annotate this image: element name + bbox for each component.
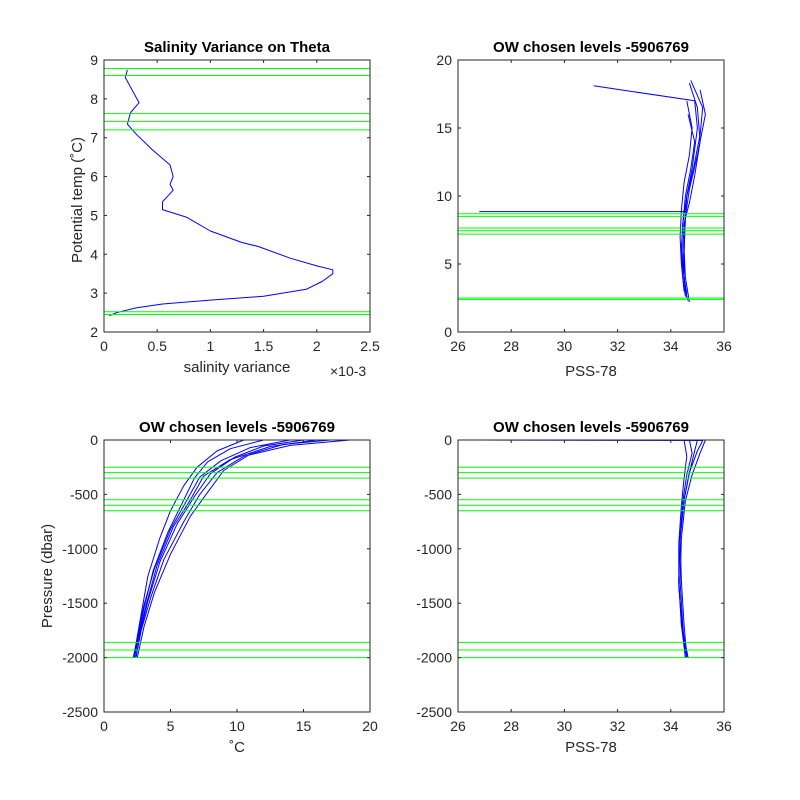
x-tick-label: 34 xyxy=(663,338,679,354)
profile-line xyxy=(132,439,244,658)
x-axis-label: salinity variance xyxy=(184,359,291,376)
profile-line xyxy=(683,89,706,303)
y-tick-label: 15 xyxy=(436,120,452,136)
panel-ow-levels-salinity-pressure: OW chosen levels -5906769 26 28 30 32 34 36 -2… xyxy=(416,419,732,756)
y-tick-label: -1000 xyxy=(416,541,452,557)
y-tick-label: 6 xyxy=(90,169,98,185)
y-tick-label: -1500 xyxy=(62,595,98,611)
y-tick-label: -1000 xyxy=(62,541,98,557)
x-tick-label: 1 xyxy=(207,338,215,354)
x-axis-label: ˚C xyxy=(229,739,245,756)
x-tick-label: 1.5 xyxy=(254,338,274,354)
y-axis-label: Potential temp (˚C) xyxy=(69,137,86,263)
y-tick-label: 20 xyxy=(436,52,452,68)
y-tick-label: 0 xyxy=(444,324,452,340)
axes-box xyxy=(457,439,725,713)
x-tick-label: 28 xyxy=(503,718,519,734)
panel-salinity-variance: Salinity Variance on Theta 0 0.5 1 1.5 2 2.5 2… xyxy=(69,39,380,379)
y-tick-label: 7 xyxy=(90,130,98,146)
plot-area: 26 28 30 32 34 36 -2500 -2000 -1500 -1000 -500 0 xyxy=(416,432,732,734)
x-tick-label: 0 xyxy=(100,718,108,734)
x-tick-label: 15 xyxy=(296,718,312,734)
plot-area: 0 5 10 15 20 -2500 -2000 -1500 -1000 -500 0 xyxy=(62,432,378,734)
x-tick-label: 10 xyxy=(229,718,245,734)
x-tick-label: 2.5 xyxy=(360,338,380,354)
plot-area: 0 0.5 1 1.5 2 2.5 2 3 4 5 6 7 8 9 xyxy=(90,52,380,354)
plot-area: 26 28 30 32 34 36 0 5 10 15 20 xyxy=(436,52,732,354)
x-tick-label: 20 xyxy=(362,718,378,734)
x-tick-label: 36 xyxy=(716,338,732,354)
y-tick-label: 9 xyxy=(90,52,98,68)
y-axis-label: Pressure (dbar) xyxy=(39,524,56,628)
y-tick-label: 2 xyxy=(90,324,98,340)
y-tick-label: -500 xyxy=(70,486,98,502)
panel-title: OW chosen levels -5906769 xyxy=(493,39,689,56)
x-axis-label: PSS-78 xyxy=(565,363,617,380)
profile-line xyxy=(134,439,317,658)
y-tick-label: -2500 xyxy=(62,704,98,720)
x-tick-label: 30 xyxy=(557,338,573,354)
profile-line xyxy=(134,439,291,658)
y-tick-label: 0 xyxy=(90,432,98,448)
panel-title: OW chosen levels -5906769 xyxy=(493,419,689,436)
y-tick-label: 4 xyxy=(90,246,98,262)
x-tick-label: 26 xyxy=(450,718,466,734)
y-tick-label: -2000 xyxy=(416,650,452,666)
profile-line xyxy=(135,439,351,658)
y-tick-label: -500 xyxy=(424,486,452,502)
panel-title: OW chosen levels -5906769 xyxy=(139,419,335,436)
y-tick-label: 3 xyxy=(90,285,98,301)
axes-box xyxy=(103,59,371,333)
x-axis-label: PSS-78 xyxy=(565,739,617,756)
profile-line xyxy=(680,114,696,294)
x-tick-label: 36 xyxy=(716,718,732,734)
x-tick-label: 34 xyxy=(663,718,679,734)
y-tick-label: 10 xyxy=(436,188,452,204)
profile-line xyxy=(132,439,264,658)
profile-line xyxy=(678,439,698,658)
profile-line xyxy=(109,69,334,317)
y-tick-label: -2500 xyxy=(416,704,452,720)
y-tick-label: -2000 xyxy=(62,650,98,666)
profile-line xyxy=(679,439,706,658)
x-tick-label: 0 xyxy=(100,338,108,354)
panel-ow-levels-salinity-theta: OW chosen levels -5906769 26 28 30 32 34 36 0 5… xyxy=(436,39,732,380)
x-tick-label: 30 xyxy=(557,718,573,734)
x-tick-label: 32 xyxy=(610,718,626,734)
panel-title: Salinity Variance on Theta xyxy=(144,39,331,56)
y-tick-label: 0 xyxy=(444,432,452,448)
x-tick-label: 0.5 xyxy=(147,338,167,354)
x-exponent-label: ×10-3 xyxy=(330,363,366,379)
y-tick-label: -1500 xyxy=(416,595,452,611)
y-tick-label: 5 xyxy=(444,256,452,272)
profile-line xyxy=(679,100,693,292)
x-tick-label: 2 xyxy=(313,338,321,354)
x-tick-label: 32 xyxy=(610,338,626,354)
x-tick-label: 5 xyxy=(167,718,175,734)
profile-line xyxy=(678,439,689,658)
panel-ow-levels-temp-pressure: OW chosen levels -5906769 0 5 10 15 20 -2500 -… xyxy=(39,419,378,756)
profile-line xyxy=(136,439,331,658)
y-tick-label: 5 xyxy=(90,207,98,223)
y-tick-label: 8 xyxy=(90,91,98,107)
x-tick-label: 26 xyxy=(450,338,466,354)
x-tick-label: 28 xyxy=(503,338,519,354)
